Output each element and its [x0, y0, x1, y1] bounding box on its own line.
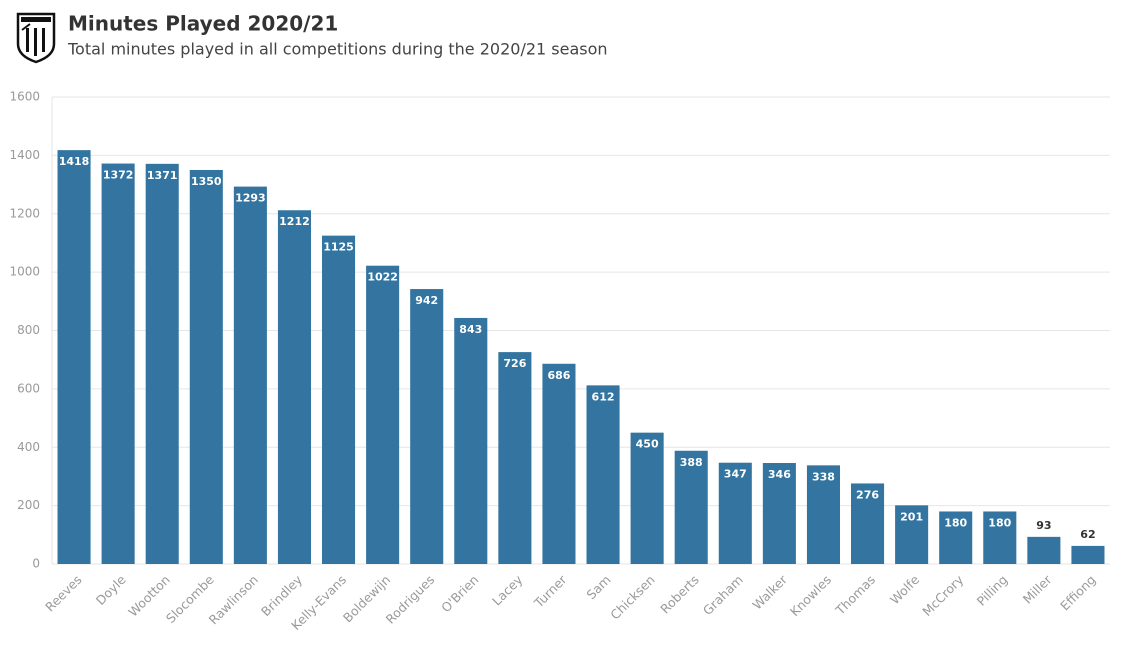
- x-tick-label: Lacey: [489, 572, 526, 609]
- x-tick-label: Effiong: [1057, 572, 1098, 613]
- bar: [851, 483, 885, 564]
- y-tick-label: 1200: [9, 206, 40, 220]
- value-label: 1293: [235, 192, 266, 205]
- x-tick-label: Chicksen: [607, 572, 657, 622]
- bar: [674, 450, 708, 564]
- bar: [101, 163, 135, 565]
- bar: [586, 385, 620, 564]
- bar: [542, 363, 576, 564]
- value-label: 276: [856, 488, 879, 501]
- value-label: 93: [1036, 519, 1051, 532]
- bar: [454, 317, 488, 564]
- x-tick-label: Sam: [583, 572, 613, 602]
- y-tick-label: 800: [17, 323, 40, 337]
- value-label: 1212: [279, 215, 310, 228]
- y-tick-label: 0: [32, 557, 40, 571]
- x-tick-label: O'Brien: [438, 572, 481, 615]
- value-label: 180: [988, 516, 1011, 529]
- value-label: 942: [415, 294, 438, 307]
- y-tick-label: 1400: [9, 148, 40, 162]
- value-label: 1372: [103, 169, 134, 182]
- bar: [277, 210, 311, 564]
- value-label: 62: [1080, 528, 1095, 541]
- x-tick-label: Wolfe: [887, 572, 922, 607]
- x-tick-label: Walker: [749, 571, 790, 612]
- bar: [145, 163, 179, 565]
- bar: [718, 462, 752, 564]
- x-tick-label: Turner: [530, 571, 570, 611]
- x-tick-label: Graham: [700, 572, 746, 618]
- value-label: 686: [547, 369, 570, 382]
- bar: [57, 150, 91, 564]
- x-tick-label: Miller: [1020, 571, 1055, 606]
- logo: [16, 12, 56, 64]
- bar: [366, 265, 400, 564]
- bar: [410, 289, 444, 564]
- chart-subtitle: Total minutes played in all competitions…: [67, 40, 608, 59]
- value-label: 338: [812, 470, 835, 483]
- bar: [189, 169, 223, 564]
- bar: [322, 235, 356, 564]
- x-tick-label: Roberts: [657, 572, 702, 617]
- x-tick-label: Reeves: [42, 572, 85, 615]
- value-label: 1125: [323, 241, 354, 254]
- x-tick-label: Knowles: [787, 572, 834, 619]
- value-label: 612: [592, 390, 615, 403]
- y-tick-label: 1600: [9, 90, 40, 104]
- bar: [939, 511, 973, 564]
- bar: [233, 186, 267, 564]
- bar: [498, 352, 532, 564]
- bar: [1071, 545, 1105, 564]
- bar: [630, 432, 664, 564]
- value-label: 1022: [367, 271, 398, 284]
- y-tick-label: 400: [17, 440, 40, 454]
- x-tick-label: Thomas: [832, 572, 878, 618]
- value-label: 388: [680, 456, 703, 469]
- value-label: 1418: [59, 155, 90, 168]
- value-label: 180: [944, 516, 967, 529]
- value-label: 346: [768, 468, 791, 481]
- value-label: 201: [900, 510, 923, 523]
- x-tick-label: McCrory: [919, 572, 966, 619]
- bar: [895, 505, 929, 564]
- y-tick-label: 600: [17, 381, 40, 395]
- value-label: 843: [459, 323, 482, 336]
- y-tick-label: 200: [17, 498, 40, 512]
- value-label: 347: [724, 468, 747, 481]
- value-label: 726: [503, 357, 526, 370]
- value-label: 450: [636, 438, 659, 451]
- y-tick-label: 1000: [9, 265, 40, 279]
- bar: [983, 511, 1017, 564]
- chart-title: Minutes Played 2020/21: [68, 12, 338, 36]
- bar: [762, 463, 796, 564]
- x-tick-label: Doyle: [93, 572, 129, 608]
- x-tick-label: Pilling: [974, 572, 1011, 609]
- bar: [806, 465, 840, 564]
- value-label: 1371: [147, 169, 178, 182]
- bar: [1027, 536, 1061, 564]
- value-label: 1350: [191, 175, 222, 188]
